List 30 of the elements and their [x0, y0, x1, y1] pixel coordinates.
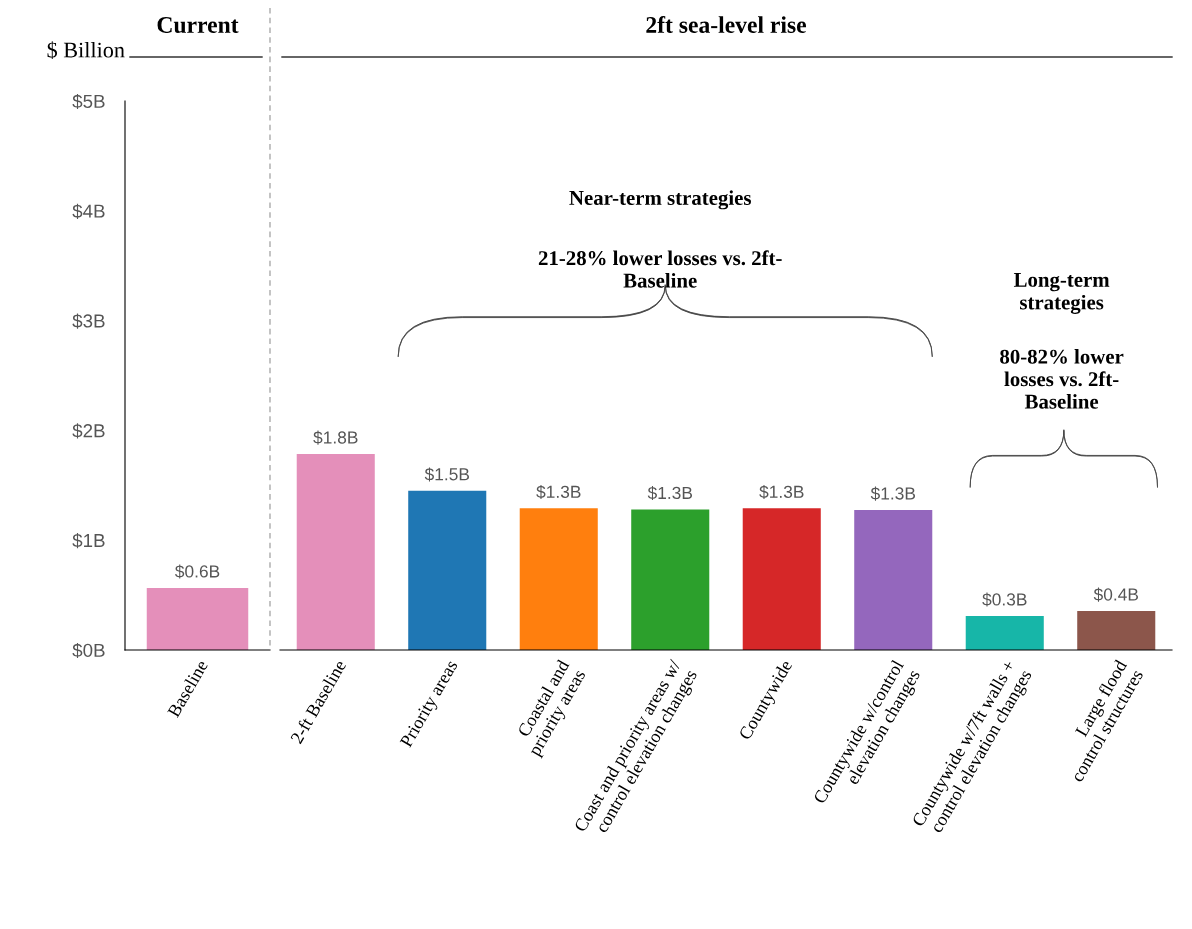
y-tick-label: $0B	[72, 642, 105, 659]
chart-title: Current	[157, 17, 239, 33]
bar	[742, 508, 821, 650]
annotation: Near-term strategies	[569, 190, 751, 210]
data-label: $1.3B	[759, 484, 804, 500]
y-tick-label: $3B	[72, 313, 105, 329]
bar	[965, 615, 1044, 650]
bar	[1077, 611, 1156, 650]
bar	[631, 509, 710, 650]
annotation: Long-term strategies	[1013, 273, 1110, 314]
data-label: $0.4B	[1093, 587, 1139, 602]
bar	[854, 510, 933, 650]
data-label: $1.5B	[424, 467, 470, 482]
data-label: $1.8B	[313, 430, 358, 445]
y-tick-label: $2B	[72, 423, 105, 439]
data-label: $0.6B	[175, 564, 220, 579]
bar	[296, 454, 375, 650]
annotation: 21-28% lower losses vs. 2ft- Baseline	[538, 250, 782, 288]
y-tick-label: $1B	[72, 533, 105, 549]
y-tick-label: $4B	[72, 203, 105, 219]
bar	[408, 490, 487, 650]
annotation: 80-82% lower losses vs. 2ft- Baseline	[1000, 349, 1124, 409]
data-label: $0.3B	[982, 592, 1027, 607]
y-axis-title: $ Billion	[47, 41, 125, 60]
chart-title: 2ft sea-level rise	[646, 16, 807, 33]
data-label: $1.3B	[870, 486, 916, 501]
bar	[519, 508, 598, 650]
data-label: $1.3B	[536, 484, 581, 500]
y-tick-label: $5B	[72, 93, 105, 110]
data-label: $1.3B	[647, 486, 693, 501]
